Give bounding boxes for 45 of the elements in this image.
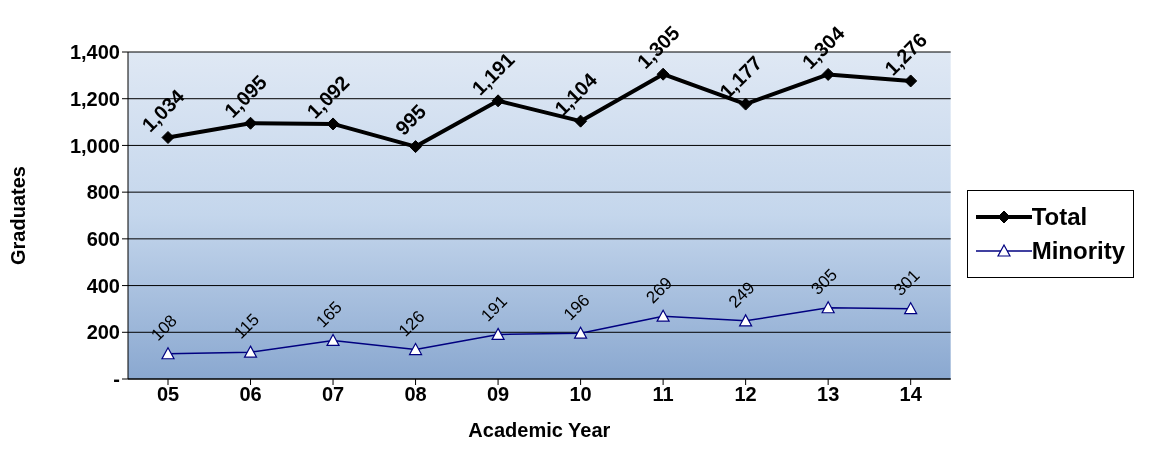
x-tick-label: 10 <box>569 383 592 406</box>
x-tick-label: 06 <box>239 383 262 406</box>
point <box>408 342 423 356</box>
y-tick-label: 1,200 <box>69 87 120 110</box>
data-label: 126 <box>394 306 429 341</box>
point <box>574 326 588 339</box>
y-tick-label: 200 <box>86 321 120 344</box>
legend-label: Minority <box>1031 236 1125 265</box>
y-tick-label: 600 <box>86 227 120 250</box>
data-label: 108 <box>147 311 181 345</box>
point <box>243 345 258 358</box>
x-tick-label: 09 <box>486 383 510 406</box>
data-label: 995 <box>391 100 431 140</box>
data-label: 191 <box>477 291 511 326</box>
point <box>656 309 670 322</box>
x-tick-label: 14 <box>899 383 923 406</box>
y-tick-label: 1,400 <box>69 41 120 64</box>
point <box>409 140 423 154</box>
point <box>161 347 175 360</box>
x-axis-title: Academic Year <box>468 419 611 441</box>
y-tick-label: - <box>113 368 120 391</box>
y-tick-label: 400 <box>86 274 120 297</box>
x-tick-label: 13 <box>817 383 840 406</box>
y-tick-label: 800 <box>86 181 120 204</box>
data-label: 115 <box>230 309 263 343</box>
point <box>739 97 753 111</box>
x-tick-label: 05 <box>156 383 180 406</box>
data-label: 249 <box>724 278 759 312</box>
x-tick-label: 07 <box>321 383 345 406</box>
point <box>739 314 753 327</box>
x-tick-label: 12 <box>734 383 757 406</box>
point <box>904 302 918 315</box>
legend-label: Total <box>1031 202 1088 231</box>
data-label: 301 <box>890 266 924 300</box>
point <box>821 301 835 314</box>
y-tick-label: 1,000 <box>69 134 120 157</box>
data-label: 305 <box>807 265 842 299</box>
x-tick-label: 11 <box>652 383 674 406</box>
x-tick-label: 08 <box>404 383 427 406</box>
data-label: 196 <box>559 290 594 325</box>
data-label: 269 <box>642 273 676 308</box>
point <box>326 333 340 347</box>
y-axis-title: Graduates <box>7 166 30 265</box>
point <box>491 327 505 340</box>
data-label: 165 <box>312 297 346 332</box>
